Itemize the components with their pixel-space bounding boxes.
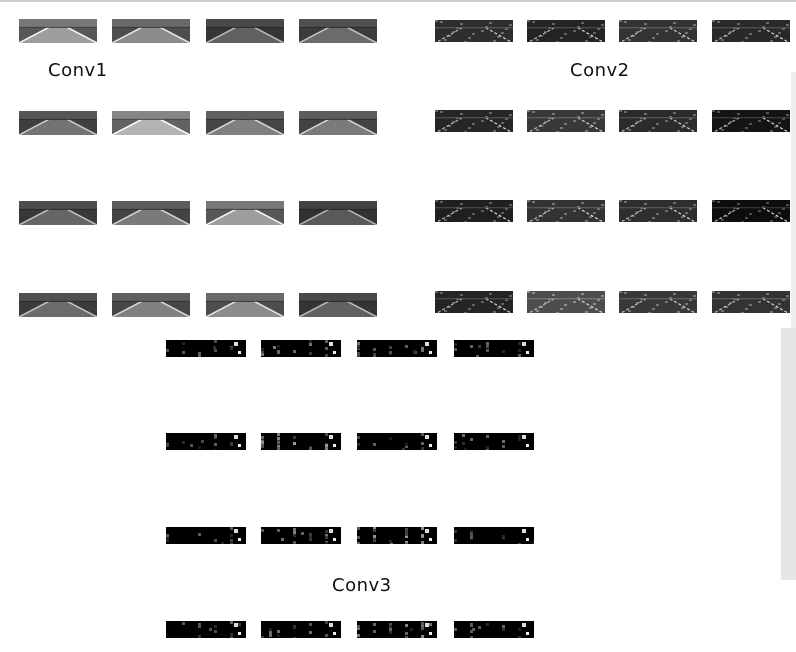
conv3-feature-map-2-2 [261, 433, 341, 450]
conv1-feature-map-4-3 [206, 293, 284, 317]
conv3-feature-map-1-1 [166, 340, 246, 357]
conv2-feature-map-3-1 [435, 200, 513, 222]
conv3-feature-map-3-1 [166, 527, 246, 544]
conv3-feature-map-2-4 [454, 433, 534, 450]
scrollbar-lower[interactable] [781, 328, 796, 580]
conv3-feature-map-2-3 [357, 433, 437, 450]
conv2-feature-map-2-2 [527, 110, 605, 132]
conv2-feature-map-1-3 [619, 20, 697, 42]
conv1-feature-map-3-3 [206, 201, 284, 225]
conv2-feature-map-3-2 [527, 200, 605, 222]
conv1-feature-map-1-4 [299, 19, 377, 43]
conv2-feature-map-2-3 [619, 110, 697, 132]
conv3-feature-map-3-2 [261, 527, 341, 544]
conv1-feature-map-4-2 [112, 293, 190, 317]
conv3-feature-map-1-2 [261, 340, 341, 357]
conv2-feature-map-1-1 [435, 20, 513, 42]
conv2-feature-map-1-2 [527, 20, 605, 42]
conv1-feature-map-3-1 [19, 201, 97, 225]
conv2-feature-map-4-3 [619, 291, 697, 313]
conv3-feature-map-4-3 [357, 621, 437, 638]
conv1-feature-map-4-4 [299, 293, 377, 317]
top-divider [0, 0, 796, 2]
conv3-feature-map-2-1 [166, 433, 246, 450]
conv1-feature-map-1-1 [19, 19, 97, 43]
conv3-label: Conv3 [332, 575, 392, 596]
conv2-feature-map-3-4 [712, 200, 790, 222]
conv1-feature-map-3-4 [299, 201, 377, 225]
conv2-feature-map-1-4 [712, 20, 790, 42]
conv3-feature-map-1-4 [454, 340, 534, 357]
conv1-feature-map-2-3 [206, 111, 284, 135]
conv1-feature-map-3-2 [112, 201, 190, 225]
conv2-label: Conv2 [570, 60, 630, 81]
conv2-feature-map-4-4 [712, 291, 790, 313]
conv1-feature-map-2-1 [19, 111, 97, 135]
conv3-feature-map-4-4 [454, 621, 534, 638]
conv3-feature-map-4-1 [166, 621, 246, 638]
conv2-feature-map-2-4 [712, 110, 790, 132]
conv1-label: Conv1 [48, 60, 108, 81]
conv2-feature-map-3-3 [619, 200, 697, 222]
conv1-feature-map-4-1 [19, 293, 97, 317]
conv1-feature-map-2-2 [112, 111, 190, 135]
conv3-feature-map-3-3 [357, 527, 437, 544]
conv2-feature-map-4-2 [527, 291, 605, 313]
conv2-feature-map-2-1 [435, 110, 513, 132]
conv3-feature-map-1-3 [357, 340, 437, 357]
scrollbar-upper[interactable] [791, 72, 796, 328]
conv1-feature-map-1-3 [206, 19, 284, 43]
conv2-feature-map-4-1 [435, 291, 513, 313]
conv3-feature-map-4-2 [261, 621, 341, 638]
conv1-feature-map-2-4 [299, 111, 377, 135]
conv3-feature-map-3-4 [454, 527, 534, 544]
conv1-feature-map-1-2 [112, 19, 190, 43]
